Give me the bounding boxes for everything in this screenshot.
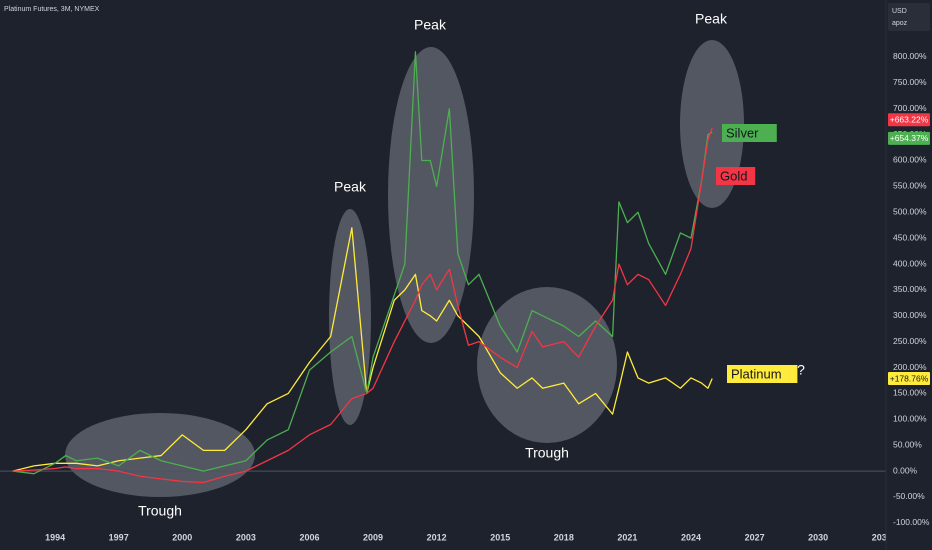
peak-ellipse	[680, 40, 744, 208]
x-tick-label: 2018	[554, 532, 574, 542]
x-tick-label: 2006	[299, 532, 319, 542]
annotation: Trough	[138, 503, 182, 519]
x-tick-label: 1997	[109, 532, 129, 542]
peak-ellipse	[329, 209, 371, 425]
series-label-box	[716, 167, 756, 185]
price-tag-label: +178.76%	[890, 373, 929, 383]
y-tick-label: 600.00%	[893, 155, 927, 165]
currency: USD	[892, 8, 907, 15]
y-tick-label: 0.00%	[893, 465, 918, 475]
x-tick-label: 1994	[45, 532, 65, 542]
annotation: ?	[797, 362, 805, 378]
price-tag	[888, 131, 930, 145]
y-tick-label: 300.00%	[893, 310, 927, 320]
y-tick-label: 100.00%	[893, 414, 927, 424]
price-tag	[888, 372, 930, 386]
series-label: Silver	[726, 125, 759, 140]
price-tag-label: +663.22%	[890, 115, 929, 125]
trough-ellipse	[65, 413, 255, 497]
y-tick-label: 200.00%	[893, 362, 927, 372]
y-tick-label: -100.00%	[893, 517, 930, 527]
y-tick-label: 250.00%	[893, 336, 927, 346]
x-tick-label: 2030	[808, 532, 828, 542]
currency-box	[888, 3, 930, 31]
chart-title: Platinum Futures, 3M, NYMEX	[4, 6, 100, 13]
y-tick-label: 700.00%	[893, 103, 927, 113]
peak-ellipse	[388, 47, 474, 343]
y-tick-label: 150.00%	[893, 388, 927, 398]
series-label: Gold	[720, 168, 747, 183]
highlight-ellipses	[65, 40, 744, 497]
x-tick-label: 2000	[172, 532, 192, 542]
trough-ellipse	[477, 287, 617, 443]
x-tick-label: 2027	[745, 532, 765, 542]
annotation: Peak	[414, 17, 447, 33]
annotation: Trough	[525, 445, 569, 461]
x-tick-label: 2009	[363, 532, 383, 542]
series-label-box	[727, 365, 798, 383]
x-tick-label: 2024	[681, 532, 701, 542]
annotation: Peak	[334, 179, 367, 195]
x-tick-label: 2021	[617, 532, 637, 542]
series-line	[12, 51, 713, 475]
x-tick-label: 2012	[427, 532, 447, 542]
y-tick-label: 450.00%	[893, 232, 927, 242]
x-tick-label: 2003	[236, 532, 256, 542]
x-tick-label: 2033	[872, 532, 892, 542]
price-axis	[886, 0, 932, 550]
author: apoz	[892, 20, 908, 27]
y-tick-label: 800.00%	[893, 51, 927, 61]
plot: Silver Gold Platinum Peak Peak Peak Trough Trou…	[0, 11, 886, 519]
series-line	[12, 127, 713, 484]
price-tag-label: +654.37%	[890, 133, 929, 143]
series-label: Platinum	[731, 366, 782, 381]
series-line	[12, 227, 713, 472]
y-tick-label: 500.00%	[893, 206, 927, 216]
x-tick-label: 2015	[490, 532, 510, 542]
y-tick-label: 50.00%	[893, 439, 922, 449]
series-label-box	[722, 124, 777, 142]
y-tick-label: -50.00%	[893, 491, 925, 501]
price-tag	[888, 113, 930, 127]
y-tick-label: 400.00%	[893, 258, 927, 268]
y-tick-label: 550.00%	[893, 181, 927, 191]
axis: 1994 1997 2000 2003 2006 2009 2012 2015 2018 2021…	[45, 0, 932, 550]
annotation: Peak	[695, 11, 728, 27]
y-tick-label: 350.00%	[893, 284, 927, 294]
y-tick-label: 750.00%	[893, 77, 927, 87]
